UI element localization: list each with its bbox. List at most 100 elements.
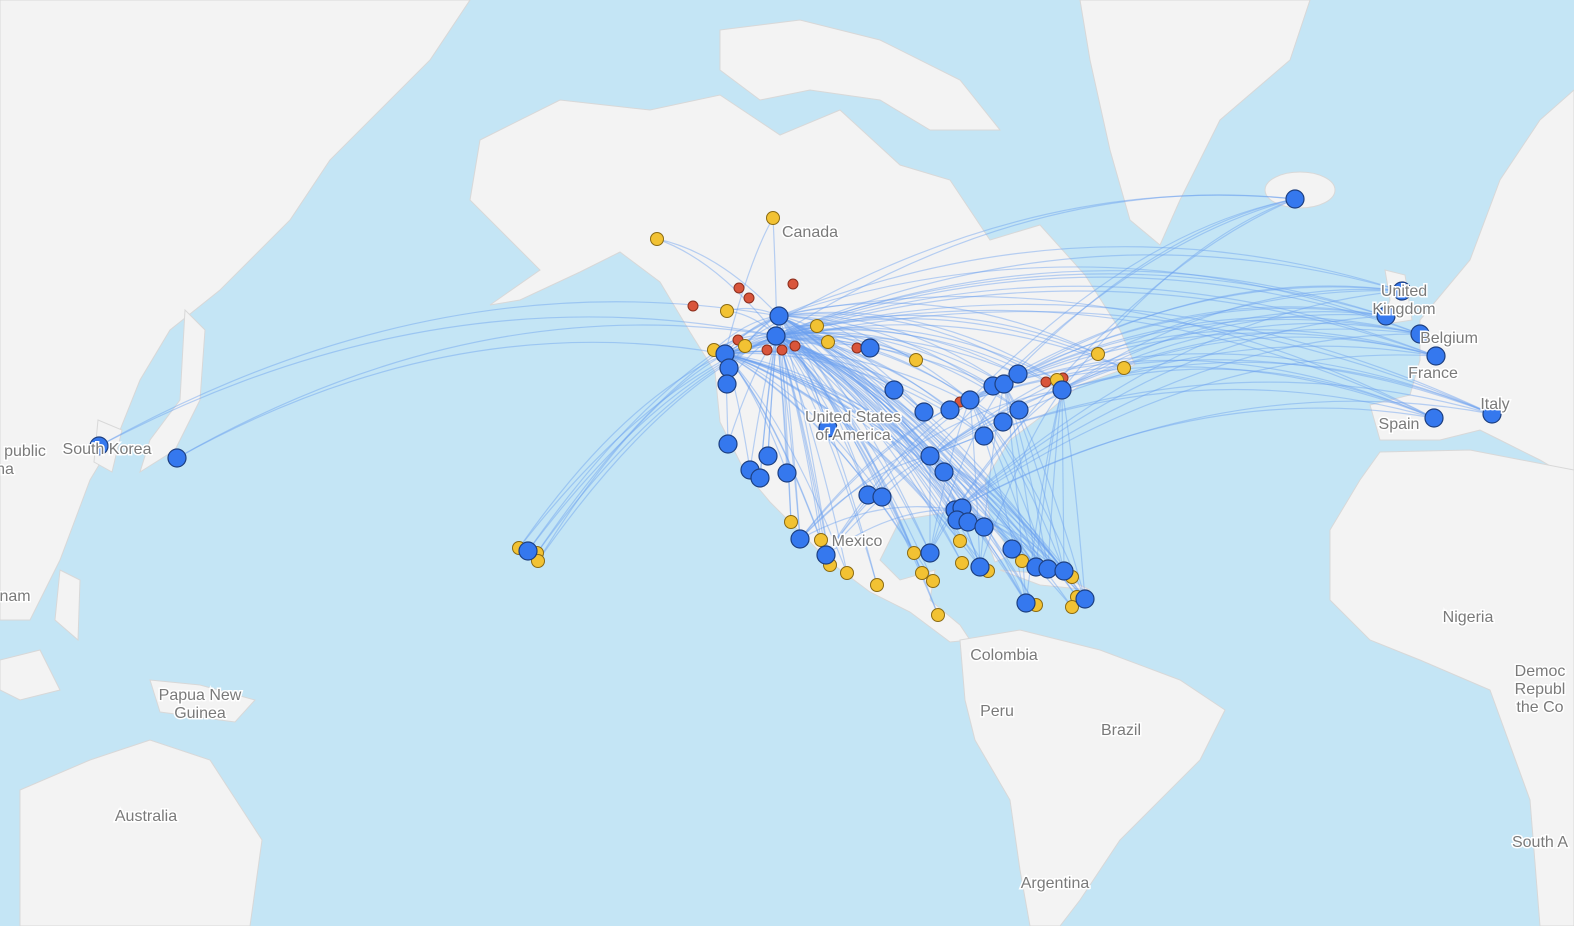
hub-airport <box>914 402 934 422</box>
place-label: Spain <box>1379 416 1420 433</box>
route <box>776 335 1049 570</box>
route <box>969 399 1065 572</box>
route <box>778 246 1403 317</box>
route <box>778 311 1058 381</box>
route <box>1061 389 1086 600</box>
route <box>724 353 945 473</box>
small-airport <box>743 292 755 304</box>
hub-airport <box>1482 404 1502 424</box>
route <box>776 335 1027 604</box>
hub-airport <box>717 374 737 394</box>
route <box>776 335 939 616</box>
route <box>776 335 1073 608</box>
small-airport <box>1040 376 1052 388</box>
place-label: Nigeria <box>1443 609 1494 626</box>
route <box>778 315 925 413</box>
route <box>799 506 956 540</box>
route <box>799 455 931 540</box>
hub-airport <box>1054 561 1074 581</box>
route <box>929 389 1063 554</box>
place-label: United States <box>805 409 901 426</box>
route <box>969 399 1037 568</box>
route <box>776 335 1073 578</box>
hub-airport <box>1052 380 1072 400</box>
hub-airport <box>940 400 960 420</box>
route <box>1061 361 1493 415</box>
mid-airport <box>814 533 828 547</box>
route <box>1003 383 1065 572</box>
hub-airport <box>1038 559 1058 579</box>
route <box>1047 389 1063 570</box>
route <box>776 328 1019 375</box>
iceland <box>1264 171 1336 209</box>
route <box>776 303 1493 415</box>
hub-airport <box>818 418 838 438</box>
route <box>776 335 1078 598</box>
route <box>749 335 778 471</box>
hub-airport <box>777 463 797 483</box>
route <box>778 315 1037 568</box>
route <box>1003 198 1296 385</box>
mid-airport <box>953 534 967 548</box>
hub-airport <box>920 543 940 563</box>
route <box>1061 322 1421 391</box>
route <box>1061 311 1387 391</box>
place-label: of America <box>815 427 891 444</box>
route <box>724 310 1493 415</box>
route <box>969 399 1049 570</box>
hub-airport <box>920 446 940 466</box>
route <box>776 335 985 528</box>
route <box>776 335 1023 562</box>
place-label: the Co <box>1516 699 1563 716</box>
route <box>776 335 1013 550</box>
route <box>969 399 1027 604</box>
place-label: Belgium <box>1420 330 1478 347</box>
route <box>776 309 1435 419</box>
japan <box>139 308 206 474</box>
route <box>776 335 848 574</box>
place-label: Canada <box>782 224 838 241</box>
route <box>656 238 778 337</box>
route <box>778 315 971 401</box>
route <box>724 353 1073 578</box>
small-airport <box>733 282 745 294</box>
route <box>776 335 1037 606</box>
mid-airport <box>931 608 945 622</box>
place-label: nam <box>0 588 31 605</box>
hub-airport <box>1376 306 1396 326</box>
hub-airport <box>790 529 810 549</box>
hub-airport <box>1002 539 1022 559</box>
route <box>776 285 1437 357</box>
route <box>776 335 883 498</box>
hub-airport <box>860 338 880 358</box>
place-label: Democ <box>1515 663 1566 680</box>
place-label: na <box>0 461 14 478</box>
route <box>776 331 871 349</box>
hub-airport <box>872 487 892 507</box>
route <box>1061 368 1435 419</box>
route <box>778 315 923 574</box>
route <box>954 354 1437 511</box>
route <box>1003 353 1493 415</box>
route <box>778 315 963 564</box>
hub-airport <box>960 390 980 410</box>
place-label: United <box>1381 283 1427 300</box>
asia <box>0 0 471 621</box>
hub-airport <box>167 448 187 468</box>
route <box>954 400 1493 511</box>
africa <box>1329 449 1574 926</box>
hub-airport <box>1426 346 1446 366</box>
australia <box>19 739 263 926</box>
route <box>954 407 1435 511</box>
route <box>825 383 1005 556</box>
mid-airport <box>738 339 752 353</box>
route <box>1061 389 1065 572</box>
route <box>537 353 726 562</box>
route <box>979 389 1063 568</box>
route <box>1003 383 1049 570</box>
philippines <box>54 569 81 642</box>
route <box>778 315 871 349</box>
hub-airport <box>884 380 904 400</box>
route <box>969 366 1435 419</box>
